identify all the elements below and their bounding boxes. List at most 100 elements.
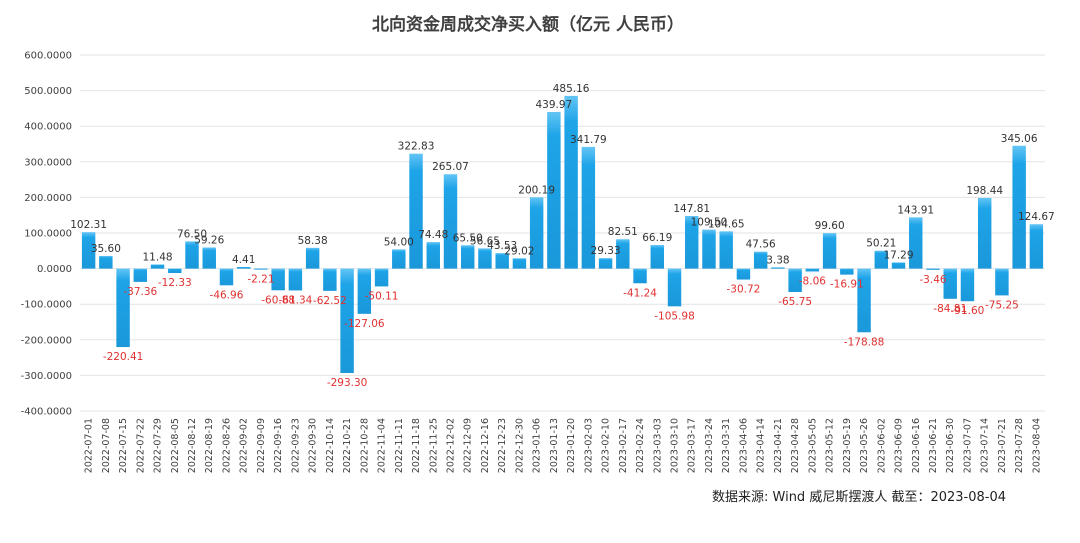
x-tick-label: 2022-11-25 xyxy=(428,418,439,473)
y-tick-label: -300.0000 xyxy=(21,371,72,382)
x-tick-label: 2022-12-16 xyxy=(480,418,491,473)
bar xyxy=(99,255,113,269)
bar xyxy=(374,268,389,287)
data-label: 345.06 xyxy=(1001,133,1038,145)
data-label: 4.41 xyxy=(232,254,255,266)
data-label: -62.52 xyxy=(313,295,347,307)
data-label: 17.29 xyxy=(883,249,913,261)
bar xyxy=(822,233,837,269)
bar xyxy=(736,268,751,280)
data-label: 102.31 xyxy=(70,219,107,231)
x-tick-label: 2023-01-06 xyxy=(532,418,543,473)
data-label: 200.19 xyxy=(518,184,555,196)
source-note: 数据来源: Wind 威尼斯摆渡人 截至：2023-08-04 xyxy=(712,489,1006,505)
bar xyxy=(943,268,957,299)
data-label: 43.53 xyxy=(487,240,517,252)
data-label: 29.02 xyxy=(504,245,534,257)
x-tick-label: 2022-09-02 xyxy=(239,418,250,473)
x-axis: 2022-07-01 2022-07-08 2022-07-15 2022-07-22… xyxy=(84,418,1043,473)
bar xyxy=(340,268,354,374)
bar xyxy=(598,258,613,269)
bar xyxy=(495,253,509,269)
bar xyxy=(995,268,1009,296)
bar xyxy=(633,268,647,284)
data-label: 198.44 xyxy=(966,185,1003,197)
data-label: 11.48 xyxy=(143,252,173,264)
x-tick-label: 2022-07-15 xyxy=(118,418,129,473)
data-label: -46.96 xyxy=(210,289,244,301)
data-label: 66.19 xyxy=(642,232,672,244)
data-label: -293.30 xyxy=(327,377,368,389)
data-label: 29.33 xyxy=(591,245,621,257)
bar xyxy=(478,248,492,269)
x-tick-label: 2023-07-21 xyxy=(997,418,1008,473)
data-label: -8.06 xyxy=(799,275,826,287)
data-label: 265.07 xyxy=(432,161,469,173)
x-tick-label: 2023-04-28 xyxy=(790,418,801,473)
bar xyxy=(840,268,854,275)
bar xyxy=(702,229,716,269)
x-tick-label: 2023-05-05 xyxy=(807,418,818,473)
data-label: -61.34 xyxy=(278,294,312,306)
x-tick-label: 2023-01-20 xyxy=(566,418,577,473)
data-label: 109.50 xyxy=(691,217,728,229)
data-label: 35.60 xyxy=(91,243,121,255)
data-label: 485.16 xyxy=(553,83,590,95)
bar xyxy=(564,95,578,269)
bar xyxy=(874,250,889,269)
data-label: -60.88 xyxy=(261,294,295,306)
bar xyxy=(805,268,820,272)
y-tick-label: 300.0000 xyxy=(24,157,72,168)
data-label: 56.65 xyxy=(470,235,500,247)
bar xyxy=(891,262,906,269)
data-label: -3.46 xyxy=(919,274,946,286)
y-tick-label: -200.0000 xyxy=(21,335,72,346)
data-label: 47.56 xyxy=(746,239,776,251)
data-label: 143.91 xyxy=(897,204,934,216)
bar xyxy=(529,197,544,269)
bar xyxy=(616,239,630,269)
bar xyxy=(909,217,923,269)
bar xyxy=(461,245,475,269)
x-tick-label: 2023-06-21 xyxy=(928,418,939,473)
bar xyxy=(512,258,527,269)
bar xyxy=(857,268,871,333)
bar xyxy=(392,249,406,269)
x-tick-label: 2023-03-03 xyxy=(652,418,663,473)
x-tick-label: 2022-10-28 xyxy=(359,418,370,473)
bar xyxy=(288,268,303,291)
bar xyxy=(323,268,337,291)
x-tick-label: 2023-02-24 xyxy=(635,418,646,473)
x-tick-label: 2022-07-08 xyxy=(101,418,112,473)
y-tick-label: 400.0000 xyxy=(24,122,72,133)
x-tick-label: 2023-02-03 xyxy=(583,418,594,473)
bar xyxy=(168,268,182,273)
x-tick-label: 2022-07-01 xyxy=(84,418,95,473)
bar xyxy=(581,146,596,269)
x-tick-label: 2022-08-26 xyxy=(221,418,232,473)
x-tick-label: 2022-12-30 xyxy=(514,418,525,473)
data-label: 65.50 xyxy=(453,232,483,244)
x-tick-label: 2022-10-21 xyxy=(342,418,353,473)
data-label: -50.11 xyxy=(365,290,399,302)
data-label: 341.79 xyxy=(570,134,607,146)
y-tick-label: 500.0000 xyxy=(24,86,72,97)
bar xyxy=(926,268,940,270)
x-tick-label: 2023-04-21 xyxy=(773,418,784,473)
data-label: -220.41 xyxy=(103,351,144,363)
x-tick-label: 2022-08-12 xyxy=(187,418,198,473)
x-tick-label: 2022-09-09 xyxy=(256,418,267,473)
data-label: -65.75 xyxy=(778,296,812,308)
bar xyxy=(271,268,285,291)
bar xyxy=(219,268,234,286)
x-tick-label: 2022-11-18 xyxy=(411,418,422,473)
data-label: 3.38 xyxy=(766,254,789,266)
x-tick-label: 2023-08-04 xyxy=(1031,418,1042,473)
bar xyxy=(133,268,148,282)
bar xyxy=(771,267,785,269)
data-label: 54.00 xyxy=(384,236,414,248)
data-label: 104.65 xyxy=(708,218,745,230)
bar xyxy=(409,153,423,269)
x-tick-label: 2022-11-11 xyxy=(394,418,405,473)
data-label: -75.25 xyxy=(985,299,1019,311)
